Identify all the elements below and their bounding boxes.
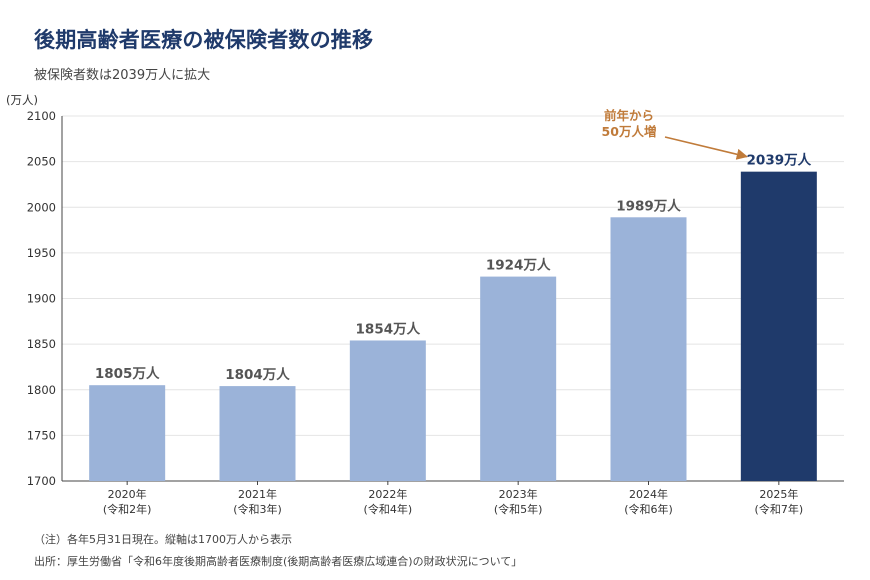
x-tick-label: 2023年 xyxy=(499,487,538,501)
annotation-text: 50万人増 xyxy=(602,124,657,139)
y-tick-label: 1700 xyxy=(27,474,56,488)
bar xyxy=(740,171,817,481)
y-tick-label: 2050 xyxy=(27,155,56,169)
data-label: 1805万人 xyxy=(95,366,160,382)
data-label: 2039万人 xyxy=(747,153,812,169)
bar xyxy=(89,385,166,481)
y-tick-label: 1800 xyxy=(27,383,56,397)
y-tick-label: 1950 xyxy=(27,246,56,260)
bar xyxy=(480,276,557,481)
x-tick-sublabel: (令和5年) xyxy=(494,502,543,516)
data-label: 1854万人 xyxy=(356,321,421,337)
bar xyxy=(610,217,687,481)
x-tick-sublabel: (令和2年) xyxy=(103,502,152,516)
x-tick-sublabel: (令和4年) xyxy=(364,502,413,516)
annotation-text: 前年から xyxy=(604,108,654,123)
data-label: 1989万人 xyxy=(616,198,681,214)
bar xyxy=(349,340,426,481)
chart-title: 後期高齢者医療の被保険者数の推移 xyxy=(34,28,374,52)
x-tick-label: 2025年 xyxy=(759,487,798,501)
chart-subtitle: 被保険者数は2039万人に拡大 xyxy=(34,68,211,83)
y-axis-label: (万人) xyxy=(6,93,38,107)
x-tick-label: 2022年 xyxy=(368,487,407,501)
x-tick-sublabel: (令和7年) xyxy=(755,502,804,516)
bar xyxy=(219,386,296,481)
y-tick-label: 1900 xyxy=(27,292,56,306)
x-tick-label: 2020年 xyxy=(108,487,147,501)
y-tick-label: 2000 xyxy=(27,200,56,214)
data-label: 1804万人 xyxy=(225,367,290,383)
x-tick-label: 2021年 xyxy=(238,487,277,501)
y-tick-label: 2100 xyxy=(27,109,56,123)
x-tick-sublabel: (令和6年) xyxy=(624,502,673,516)
y-tick-label: 1850 xyxy=(27,337,56,351)
data-label: 1924万人 xyxy=(486,258,551,274)
x-tick-sublabel: (令和3年) xyxy=(233,502,282,516)
chart-source: 出所：厚生労働省「令和6年度後期高齢者医療制度(後期高齢者医療広域連合)の財政状… xyxy=(34,555,523,568)
annotation-arrow xyxy=(664,136,748,160)
chart-note: （注）各年5月31日現在。縦軸は1700万人から表示 xyxy=(34,533,292,546)
x-tick-label: 2024年 xyxy=(629,487,668,501)
y-tick-label: 1750 xyxy=(27,428,56,442)
